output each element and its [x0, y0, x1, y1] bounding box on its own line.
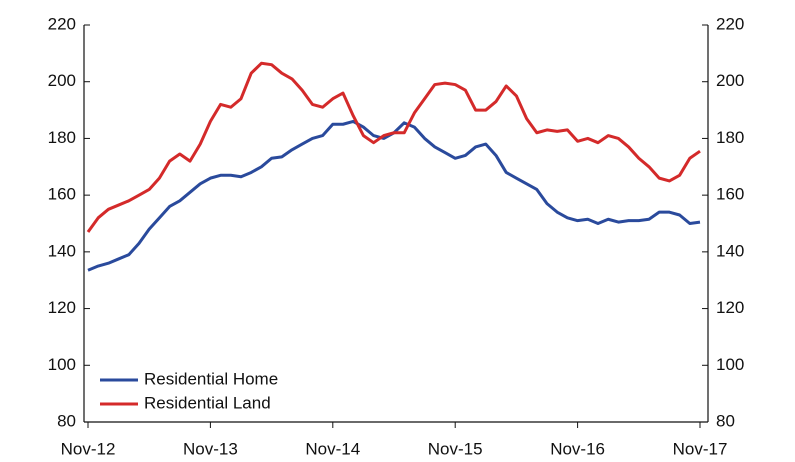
y2-tick-label: 80: [716, 411, 735, 430]
y-tick-label: 140: [48, 241, 76, 260]
y2-tick-label: 120: [716, 298, 744, 317]
legend-label: Residential Home: [144, 369, 278, 388]
y-tick-label: 160: [48, 185, 76, 204]
x-tick-label: Nov-13: [183, 439, 238, 458]
y-tick-label: 200: [48, 71, 76, 90]
series-line: [87, 119, 701, 272]
y2-tick-label: 220: [716, 14, 744, 33]
x-tick-label: Nov-12: [61, 439, 116, 458]
y-tick-label: 180: [48, 128, 76, 147]
x-tick-label: Nov-14: [305, 439, 360, 458]
x-tick-label: Nov-16: [550, 439, 605, 458]
y2-tick-label: 160: [716, 185, 744, 204]
x-tick-label: Nov-15: [428, 439, 483, 458]
y2-tick-label: 200: [716, 71, 744, 90]
x-tick-label: Nov-17: [673, 439, 728, 458]
series-line: [86, 61, 701, 233]
y-tick-label: 100: [48, 355, 76, 374]
y2-tick-label: 180: [716, 128, 744, 147]
y2-tick-label: 100: [716, 355, 744, 374]
legend-label: Residential Land: [144, 393, 271, 412]
y-tick-label: 120: [48, 298, 76, 317]
y-tick-label: 220: [48, 14, 76, 33]
y2-tick-label: 140: [716, 241, 744, 260]
y-tick-label: 80: [57, 411, 76, 430]
